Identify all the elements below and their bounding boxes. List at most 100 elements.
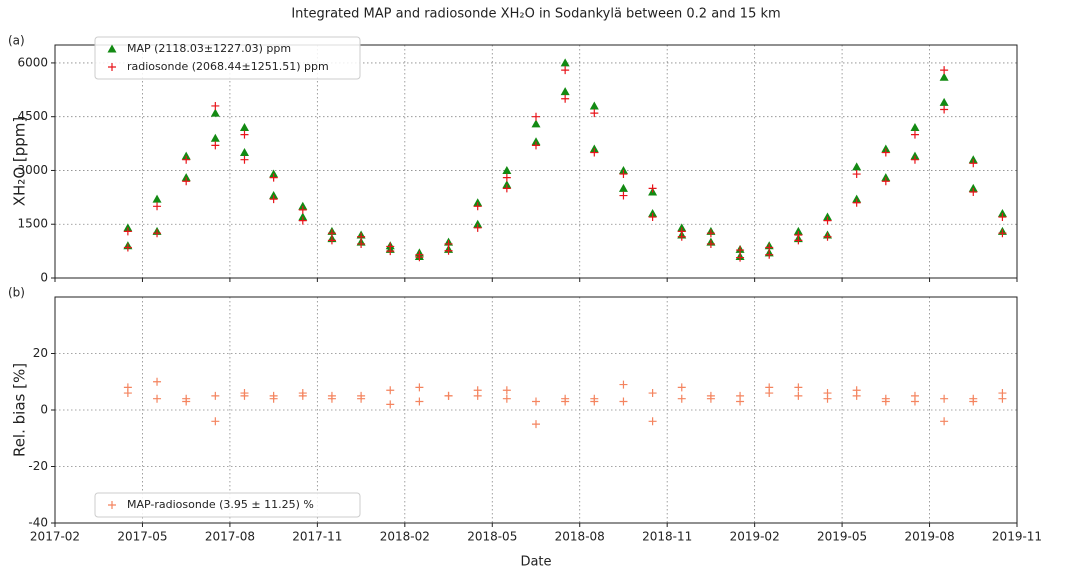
plus-marker bbox=[736, 246, 745, 255]
plus-marker bbox=[386, 242, 395, 251]
x-tick-label: 2018-08 bbox=[555, 530, 605, 544]
y-axis-label: Rel. bias [%] bbox=[11, 363, 29, 457]
plus-marker bbox=[648, 213, 657, 222]
plus-marker bbox=[910, 397, 919, 406]
plus-marker bbox=[211, 101, 220, 110]
plus-marker bbox=[969, 159, 978, 168]
triangle-marker bbox=[269, 169, 279, 178]
legend-label: MAP (2118.03±1227.03) ppm bbox=[127, 42, 291, 55]
plus-marker bbox=[998, 229, 1007, 238]
plus-marker bbox=[590, 148, 599, 157]
plus-marker bbox=[153, 377, 162, 386]
y-tick-label: 0 bbox=[40, 271, 48, 285]
y-tick-label: 1500 bbox=[17, 217, 48, 231]
plus-marker bbox=[648, 184, 657, 193]
triangle-marker bbox=[852, 162, 862, 171]
plus-marker bbox=[706, 239, 715, 248]
plus-marker bbox=[327, 391, 336, 400]
triangle-marker bbox=[618, 165, 628, 174]
plus-marker bbox=[969, 394, 978, 403]
plus-marker bbox=[648, 417, 657, 426]
plus-marker bbox=[736, 391, 745, 400]
plus-marker bbox=[823, 389, 832, 398]
y-tick-label: -20 bbox=[28, 459, 48, 473]
plus-marker bbox=[561, 397, 570, 406]
plus-marker bbox=[444, 246, 453, 255]
plot-frame bbox=[54, 296, 1018, 524]
x-tick-label: 2017-11 bbox=[292, 530, 342, 544]
x-axis-label: Date bbox=[520, 555, 551, 570]
plus-marker bbox=[998, 394, 1007, 403]
triangle-marker bbox=[298, 212, 308, 221]
plus-marker bbox=[765, 250, 774, 259]
plus-marker bbox=[269, 195, 278, 204]
plus-marker bbox=[444, 391, 453, 400]
plus-marker bbox=[590, 397, 599, 406]
plus-marker bbox=[502, 386, 511, 395]
x-tick-label: 2018-11 bbox=[642, 530, 692, 544]
plus-marker bbox=[940, 394, 949, 403]
plus-marker bbox=[910, 155, 919, 164]
y-tick-label: 0 bbox=[40, 403, 48, 417]
x-tick-label: 2019-05 bbox=[817, 530, 867, 544]
plus-marker bbox=[532, 420, 540, 429]
plus-marker bbox=[619, 170, 628, 179]
plot-frame bbox=[54, 44, 1018, 279]
triangle-marker bbox=[881, 144, 891, 153]
triangle-marker bbox=[852, 194, 862, 203]
plus-marker bbox=[357, 232, 366, 241]
plus-marker bbox=[677, 394, 686, 403]
plus-marker bbox=[881, 177, 890, 186]
triangle-marker bbox=[881, 173, 891, 182]
plus-marker bbox=[153, 202, 162, 211]
plus-marker bbox=[794, 383, 803, 392]
plus-marker bbox=[182, 397, 191, 406]
x-tick-label: 2017-08 bbox=[205, 530, 255, 544]
plus-marker bbox=[182, 177, 191, 186]
triangle-marker bbox=[181, 173, 191, 182]
triangle-marker bbox=[618, 183, 628, 192]
plus-marker bbox=[619, 397, 628, 406]
x-tick-label: 2017-02 bbox=[30, 530, 80, 544]
triangle-marker bbox=[210, 108, 220, 117]
triangle-marker bbox=[939, 72, 949, 81]
plus-marker bbox=[794, 230, 803, 239]
triangle-marker bbox=[823, 212, 833, 221]
x-tick-label: 2019-08 bbox=[904, 530, 954, 544]
plus-marker bbox=[823, 216, 832, 225]
plus-marker bbox=[298, 389, 307, 398]
legend-marker bbox=[107, 44, 117, 53]
plus-marker bbox=[502, 394, 511, 403]
plus-marker bbox=[532, 397, 540, 406]
x-tick-label: 2017-05 bbox=[117, 530, 167, 544]
plus-marker bbox=[153, 394, 162, 403]
triangle-marker bbox=[239, 122, 249, 131]
plus-marker bbox=[677, 383, 686, 392]
plus-marker bbox=[211, 391, 220, 400]
plus-marker bbox=[940, 105, 949, 114]
y-tick-label: 6000 bbox=[17, 55, 48, 69]
triangle-marker bbox=[560, 87, 570, 96]
plus-marker bbox=[969, 187, 978, 196]
plus-marker bbox=[444, 239, 453, 248]
plus-marker bbox=[998, 213, 1007, 222]
plus-marker bbox=[182, 155, 191, 164]
plus-marker bbox=[940, 66, 949, 75]
plus-marker bbox=[153, 229, 162, 238]
plus-marker bbox=[386, 400, 395, 409]
triangle-marker bbox=[910, 122, 920, 131]
plus-marker bbox=[881, 394, 890, 403]
plus-marker bbox=[940, 417, 949, 426]
x-tick-label: 2018-02 bbox=[380, 530, 430, 544]
plus-marker bbox=[240, 389, 249, 398]
triangle-marker bbox=[473, 198, 483, 207]
legend-label: radiosonde (2068.44±1251.51) ppm bbox=[127, 60, 329, 73]
plus-marker bbox=[357, 239, 366, 248]
triangle-marker bbox=[152, 194, 162, 203]
plus-marker bbox=[473, 223, 482, 232]
plus-marker bbox=[473, 202, 482, 211]
plus-marker bbox=[327, 236, 336, 245]
plus-marker bbox=[240, 155, 249, 164]
y-tick-label: 4500 bbox=[17, 109, 48, 123]
y-tick-label: -40 bbox=[28, 516, 48, 530]
